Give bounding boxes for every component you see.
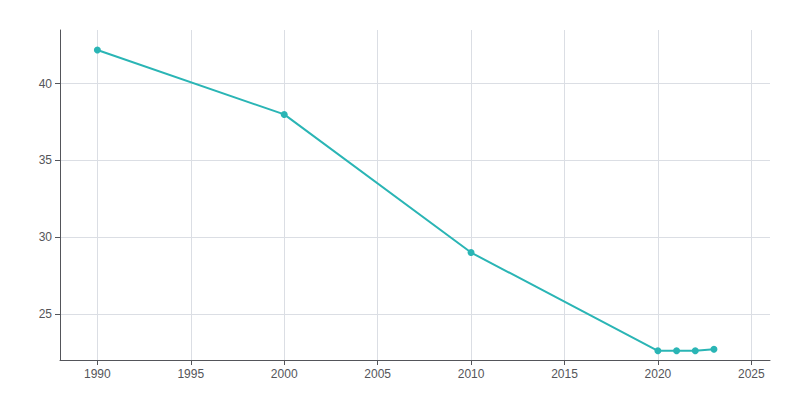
svg-text:1990: 1990 xyxy=(84,367,111,381)
svg-text:2000: 2000 xyxy=(271,367,298,381)
svg-text:2015: 2015 xyxy=(551,367,578,381)
svg-text:30: 30 xyxy=(39,230,53,244)
svg-text:35: 35 xyxy=(39,153,53,167)
svg-text:40: 40 xyxy=(39,77,53,91)
svg-text:25: 25 xyxy=(39,307,53,321)
svg-text:2005: 2005 xyxy=(364,367,391,381)
svg-text:2020: 2020 xyxy=(645,367,672,381)
svg-text:2025: 2025 xyxy=(738,367,765,381)
svg-text:1995: 1995 xyxy=(177,367,204,381)
svg-text:2010: 2010 xyxy=(458,367,485,381)
